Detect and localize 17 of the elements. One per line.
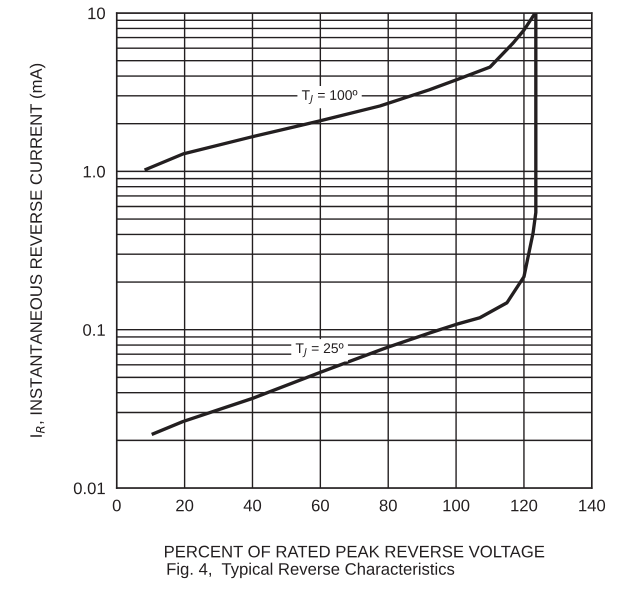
x-tick-label: 120 [511,500,538,512]
y-axis-title: I$_{R}$, INSTANTANEOUS REVERSE CURRENT (mA) [30,64,46,437]
y-tick-label: 1.0 [84,166,105,178]
x-axis-title: PERCENT OF RATED PEAK REVERSE VOLTAGE [165,546,544,558]
caption: Fig. 4, Typical Reverse Characteristics [168,562,454,578]
x-tick-label: 140 [579,500,606,512]
x-tick-label: 60 [312,500,329,512]
y-tick-label: 0.01 [74,482,105,494]
x-tick-label: 40 [244,500,262,512]
y-tick-label: 0.1 [83,324,105,336]
y-tick-label: 10 [88,7,105,20]
x-tick-label: 0 [112,500,121,512]
x-tick-label: 80 [380,500,397,512]
x-tick-label: 20 [176,500,194,512]
series-label: T$_{J}$ = 25º [296,343,344,358]
series-label: T$_{J}$ = 100º [302,90,358,104]
x-tick-label: 100 [443,500,470,512]
